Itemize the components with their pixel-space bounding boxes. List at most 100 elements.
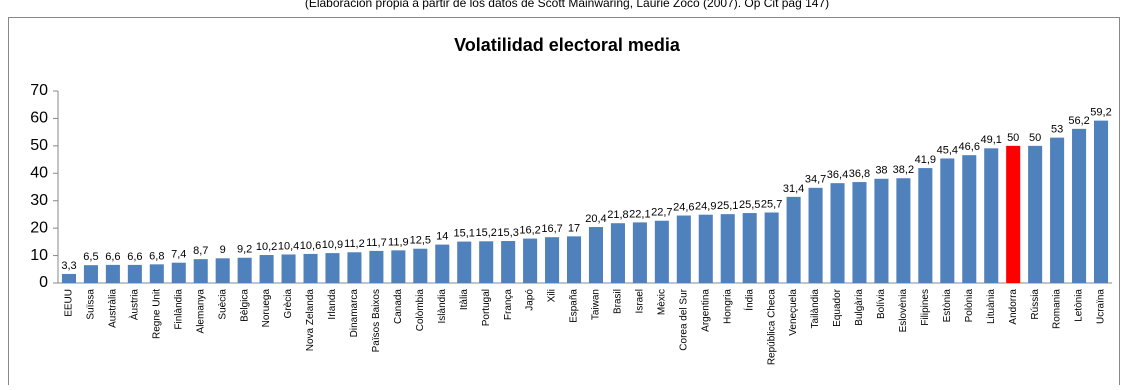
x-tick-label: Canada (393, 289, 404, 324)
x-tick-label: Andorra (1008, 289, 1019, 325)
x-tick-label: Tailàndia (810, 289, 821, 329)
bar (259, 255, 274, 283)
x-tick-label: Bolívia (876, 289, 887, 319)
value-label: 17 (568, 222, 580, 234)
bar (237, 257, 252, 283)
value-label: 38 (875, 165, 887, 177)
x-tick-label: Mèxic (656, 289, 667, 315)
chart-title: Volatilidad electoral media (454, 35, 681, 55)
x-tick-label: Portugal (481, 289, 492, 326)
value-label: 11,9 (388, 236, 409, 248)
x-tick-label: Noruega (261, 289, 272, 328)
bar (654, 220, 669, 283)
x-tick-label: Nova Zelanda (305, 289, 316, 352)
value-label: 15,3 (497, 227, 518, 239)
bar (698, 214, 713, 283)
x-tick-label: Letònia (1074, 289, 1085, 322)
value-label: 15,2 (475, 227, 496, 239)
bar (369, 250, 384, 283)
value-label: 10,4 (278, 240, 299, 252)
value-label: 25,5 (739, 199, 760, 211)
x-tick-label: Romania (1052, 289, 1063, 329)
x-tick-label: Argentina (700, 289, 711, 332)
value-label: 50 (1007, 132, 1019, 144)
value-label: 16,2 (519, 224, 540, 236)
bar (1093, 120, 1109, 283)
y-tick-label: 60 (30, 110, 48, 127)
x-tick-label: Bulgària (854, 289, 865, 326)
value-label: 9 (220, 244, 226, 256)
y-tick-label: 0 (39, 274, 48, 291)
value-label: 12,5 (410, 235, 431, 247)
bar (984, 148, 999, 283)
bar (457, 241, 472, 283)
x-tick-label: Colòmbia (415, 289, 426, 332)
value-label: 41,9 (915, 154, 936, 166)
caption: (Elaboración propia a partir de los dato… (305, 0, 829, 10)
bar (479, 241, 494, 283)
bar (962, 155, 977, 283)
x-tick-label: Països Baixos (371, 289, 382, 352)
value-label: 22,1 (629, 208, 650, 220)
bar (1006, 145, 1021, 283)
x-tick-label: Itàlia (459, 289, 470, 311)
x-tick-label: Suècia (217, 289, 228, 320)
x-tick-label: Bèlgica (239, 289, 250, 322)
x-tick-label: França (503, 289, 514, 321)
x-tick-label: Filipines (920, 289, 931, 326)
bar (940, 158, 955, 283)
value-label: 16,7 (541, 223, 562, 235)
value-label: 25,7 (761, 198, 782, 210)
value-label: 15,1 (454, 227, 475, 239)
value-label: 50 (1029, 132, 1041, 144)
value-label: 56,2 (1068, 115, 1089, 127)
x-tick-label: Israel (635, 289, 646, 313)
x-tick-label: Xili (547, 289, 558, 302)
x-tick-label: Regne Unit (151, 289, 162, 339)
bar (874, 178, 889, 283)
value-label: 25,1 (717, 200, 738, 212)
x-tick-label: España (569, 289, 580, 323)
value-label: 24,9 (695, 201, 716, 213)
x-tick-label: Alemanya (195, 289, 206, 334)
bar (105, 264, 120, 283)
bar (281, 254, 296, 283)
bar (1072, 128, 1087, 283)
x-tick-label: Àustria (127, 289, 140, 321)
value-label: 46,6 (959, 141, 980, 153)
x-tick-label: Veneçuela (788, 289, 799, 336)
bar (149, 264, 164, 283)
bar (610, 223, 625, 283)
bar (1050, 137, 1065, 283)
value-label: 53 (1051, 124, 1063, 136)
value-label: 24,6 (673, 201, 694, 213)
value-label: 14 (436, 231, 448, 243)
bar (391, 250, 406, 283)
value-label: 11,2 (344, 238, 365, 250)
value-label: 45,4 (937, 144, 958, 156)
value-label: 22,7 (651, 207, 672, 219)
bar (215, 258, 230, 283)
bar (545, 237, 560, 283)
x-tick-label: EEUU (64, 289, 75, 317)
bar (852, 182, 867, 283)
value-label: 49,1 (981, 134, 1002, 146)
value-label: 10,9 (322, 239, 343, 251)
bar (808, 187, 823, 283)
bar (325, 253, 340, 283)
value-label: 9,2 (237, 244, 252, 256)
y-tick-label: 40 (30, 165, 48, 182)
value-label: 36,8 (849, 168, 870, 180)
x-tick-label: Austràlia (108, 289, 119, 328)
value-label: 38,2 (893, 164, 914, 176)
value-label: 7,4 (171, 249, 186, 261)
value-label: 20,4 (585, 213, 606, 225)
x-tick-label: Finlàndia (173, 289, 184, 330)
x-tick-label: Ucraïna (1096, 289, 1107, 324)
x-tick-label: Estònia (942, 289, 953, 323)
y-tick-label: 70 (30, 82, 48, 99)
bar (720, 214, 735, 283)
bar (896, 178, 911, 283)
x-tick-label: Islàndia (437, 289, 448, 324)
